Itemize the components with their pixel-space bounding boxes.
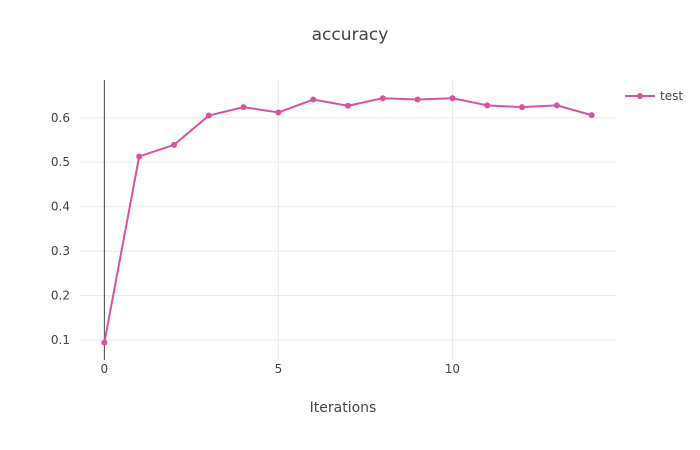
legend[interactable]: test <box>625 89 683 103</box>
series-layer <box>101 95 595 346</box>
data-point <box>345 102 351 109</box>
y-tick-label: 0.1 <box>51 333 70 347</box>
data-point <box>275 109 282 116</box>
data-point <box>240 104 247 111</box>
data-point <box>310 96 317 103</box>
chart-title: accuracy <box>312 25 389 45</box>
data-point <box>414 96 421 103</box>
data-point <box>101 339 108 346</box>
y-tick-label: 0.4 <box>51 200 70 214</box>
data-point <box>519 104 526 111</box>
x-tick-label: 0 <box>101 362 109 376</box>
x-tick-label: 10 <box>445 362 460 376</box>
data-point <box>205 112 212 119</box>
data-point <box>553 102 560 109</box>
data-point <box>136 153 143 160</box>
y-tick-label: 0.6 <box>51 111 70 125</box>
grid-layer <box>80 80 616 360</box>
x-axis-label: Iterations <box>310 400 377 416</box>
data-point <box>170 141 177 148</box>
x-tick-label: 5 <box>275 362 283 376</box>
legend-marker <box>637 93 643 99</box>
series-line-test <box>103 97 592 343</box>
data-point <box>484 102 491 109</box>
tick-layer: 0.1 0.2 0.3 0.4 0.5 0.6 0 5 10 <box>51 111 460 376</box>
data-point <box>449 95 456 102</box>
y-tick-label: 0.5 <box>51 155 70 169</box>
data-point <box>379 95 386 102</box>
legend-label: test <box>660 89 683 103</box>
y-tick-label: 0.3 <box>51 244 70 258</box>
data-point <box>588 112 595 119</box>
y-tick-label: 0.2 <box>51 289 70 303</box>
